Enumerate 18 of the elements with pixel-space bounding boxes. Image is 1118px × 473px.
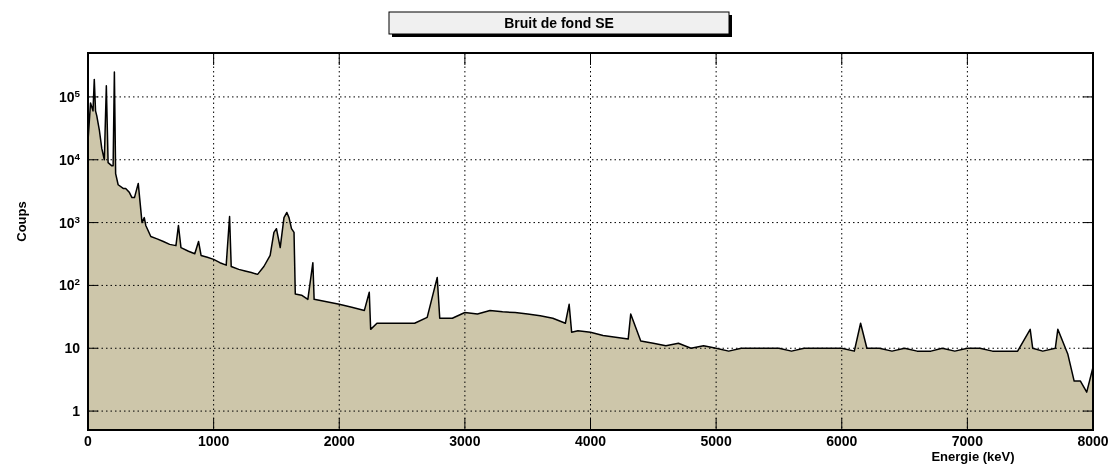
x-tick-label: 1000 — [198, 433, 230, 449]
y-tick-label: 10$^{3}$ — [58, 213, 81, 231]
x-tick-label: 0 — [84, 433, 93, 449]
x-axis-title: Energie (keV) — [931, 449, 1015, 464]
x-tick-label: 7000 — [951, 433, 984, 449]
x-tick-label: 5000 — [700, 433, 732, 449]
chart-title: Bruit de fond SE — [504, 15, 614, 31]
x-tick-label: 4000 — [574, 433, 607, 449]
x-tick-label: 6000 — [826, 433, 858, 449]
y-tick-label: 10$^{4}$ — [58, 150, 81, 168]
y-axis-title: Coups — [14, 201, 29, 242]
y-tick-label: 10 — [64, 340, 81, 357]
x-tick-label: 2000 — [323, 433, 356, 449]
x-tick-label: 8000 — [1077, 433, 1109, 449]
y-tick-label: 10$^{2}$ — [58, 275, 81, 294]
y-tick-label: 1 — [72, 403, 81, 420]
y-tick-label: 10$^{5}$ — [58, 87, 81, 105]
x-tick-label: 3000 — [449, 433, 481, 449]
